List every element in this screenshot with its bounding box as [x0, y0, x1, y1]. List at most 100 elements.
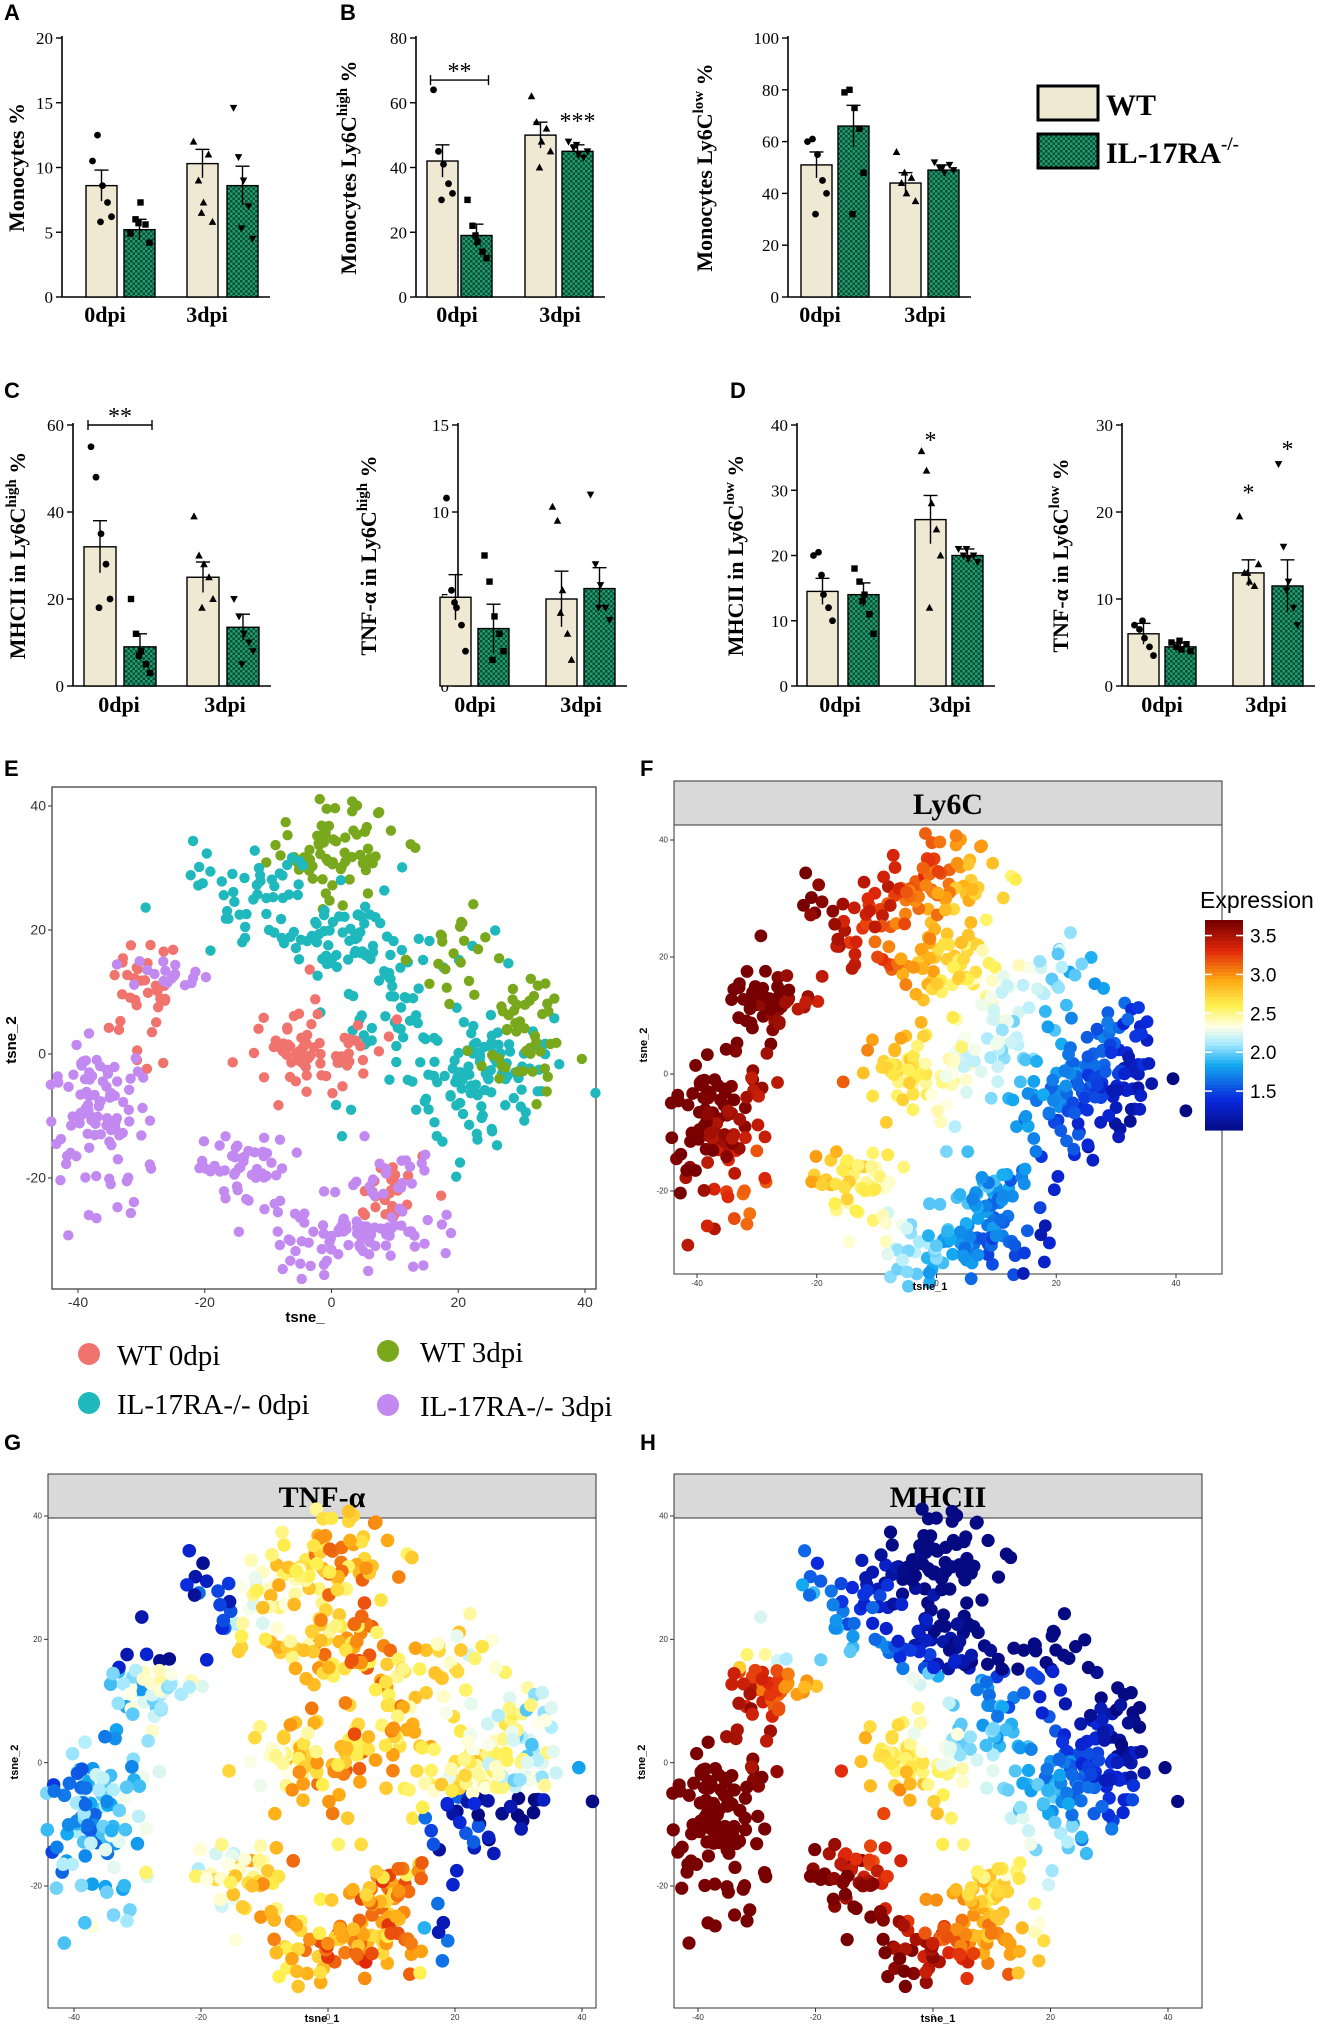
tsne-point	[332, 1788, 346, 1802]
y-tick-label: 40	[47, 503, 64, 522]
tsne-point	[1068, 968, 1082, 982]
tsne-point	[995, 1023, 1009, 1037]
tsne-point	[283, 1718, 298, 1732]
tsne-f-xlabel: tsne_1	[913, 1281, 948, 1293]
tsne-point	[883, 1525, 898, 1539]
tsne-point	[389, 1220, 400, 1231]
tsne-point	[366, 1022, 378, 1034]
tsne-point	[876, 909, 889, 923]
y-tick-label: -20	[30, 1882, 42, 1891]
tsne-point	[314, 793, 325, 805]
data-point	[132, 630, 140, 637]
tsne-point	[433, 958, 444, 970]
tsne-point	[419, 1238, 430, 1249]
tsne-point	[873, 1589, 887, 1603]
data-point	[200, 560, 208, 568]
tsne-point	[733, 1803, 747, 1818]
tsne-point	[771, 1076, 784, 1089]
data-point	[1176, 637, 1183, 644]
tsne-point	[903, 1737, 918, 1751]
tsne-point	[101, 1064, 113, 1075]
data-point	[594, 604, 603, 612]
tsne-point	[1020, 1224, 1034, 1238]
tsne-point	[572, 1760, 586, 1775]
tsne-point	[674, 1186, 687, 1200]
tsne-point	[445, 1783, 459, 1798]
tsne-point	[357, 1207, 369, 1218]
tsne-point	[732, 1696, 746, 1710]
tsne-point	[797, 898, 810, 912]
panel-letter-e: E	[4, 756, 19, 781]
tsne-point	[938, 903, 952, 917]
tsne-point	[420, 1149, 431, 1160]
tsne-point	[849, 1852, 863, 1866]
legend-label-wt0: WT 0dpi	[117, 1340, 220, 1372]
data-point	[532, 118, 541, 126]
tsne-point	[314, 1037, 325, 1049]
tsne-point	[903, 1793, 917, 1807]
tsne-point	[383, 967, 395, 979]
tsne-point	[893, 1952, 907, 1966]
tsne-point	[323, 940, 334, 951]
tsne-point	[80, 1172, 91, 1183]
tsne-point	[960, 1596, 974, 1610]
tsne-point	[394, 1203, 405, 1214]
tsne-point	[984, 1926, 998, 1940]
tsne-point	[876, 1913, 890, 1927]
tsne-point	[386, 980, 398, 992]
tsne-point	[408, 1641, 423, 1655]
tsne-point	[706, 1836, 721, 1850]
tsne-point	[328, 834, 339, 845]
tsne-point	[1084, 1768, 1098, 1782]
tsne-point	[1060, 1786, 1074, 1800]
tsne-point	[515, 1101, 526, 1112]
tsne-point	[490, 925, 501, 936]
tsne-point	[261, 857, 272, 868]
tsne-point	[213, 1892, 228, 1907]
colorbar-step	[1205, 958, 1243, 963]
tsne-point	[277, 1263, 288, 1275]
tsne-point	[152, 1002, 164, 1013]
tsne-point	[112, 1803, 127, 1818]
tsne-point	[1057, 1607, 1072, 1621]
tsne-point	[369, 1864, 384, 1879]
tsne-point	[383, 1031, 395, 1042]
tsne-point	[847, 1616, 861, 1631]
tsne-point	[745, 1707, 759, 1721]
tsne-point	[913, 1235, 926, 1249]
data-point	[142, 661, 150, 668]
expression-colorbar: Expression 3.53.02.52.01.5	[1200, 887, 1314, 1131]
tsne-point	[343, 988, 355, 1000]
tsne-point	[179, 980, 191, 991]
colorbar-step	[1205, 1000, 1243, 1005]
tsne-point	[303, 1932, 317, 1947]
tsne-point	[891, 1634, 905, 1648]
tsne-point	[360, 864, 372, 876]
tsne-point	[154, 1701, 169, 1715]
tsne-point	[62, 1776, 77, 1791]
tsne-point	[221, 1857, 236, 1871]
tsne-point	[1088, 1090, 1102, 1104]
tsne-point	[919, 1067, 933, 1081]
tsne-point	[1095, 1799, 1109, 1814]
tsne-point	[123, 1104, 135, 1116]
tsne-point	[496, 1001, 507, 1012]
tsne-point	[927, 1794, 941, 1809]
panel-letter-d: D	[730, 378, 746, 403]
data-point	[97, 530, 105, 538]
tsne-point	[1075, 1737, 1089, 1752]
tsne-point	[1071, 1079, 1085, 1092]
tsne-point	[893, 1783, 907, 1797]
tsne-point	[1081, 1660, 1095, 1675]
colorbar-step	[1205, 962, 1243, 967]
tsne-point	[90, 1170, 102, 1182]
tsne-point	[826, 1892, 840, 1906]
tsne-point	[167, 944, 179, 955]
tsne-point	[771, 980, 784, 994]
tsne-point	[379, 885, 390, 896]
tsne-point	[708, 1877, 722, 1891]
tsne-point	[391, 1014, 403, 1025]
tsne-point	[241, 1193, 252, 1205]
tsne-point	[414, 1871, 428, 1886]
